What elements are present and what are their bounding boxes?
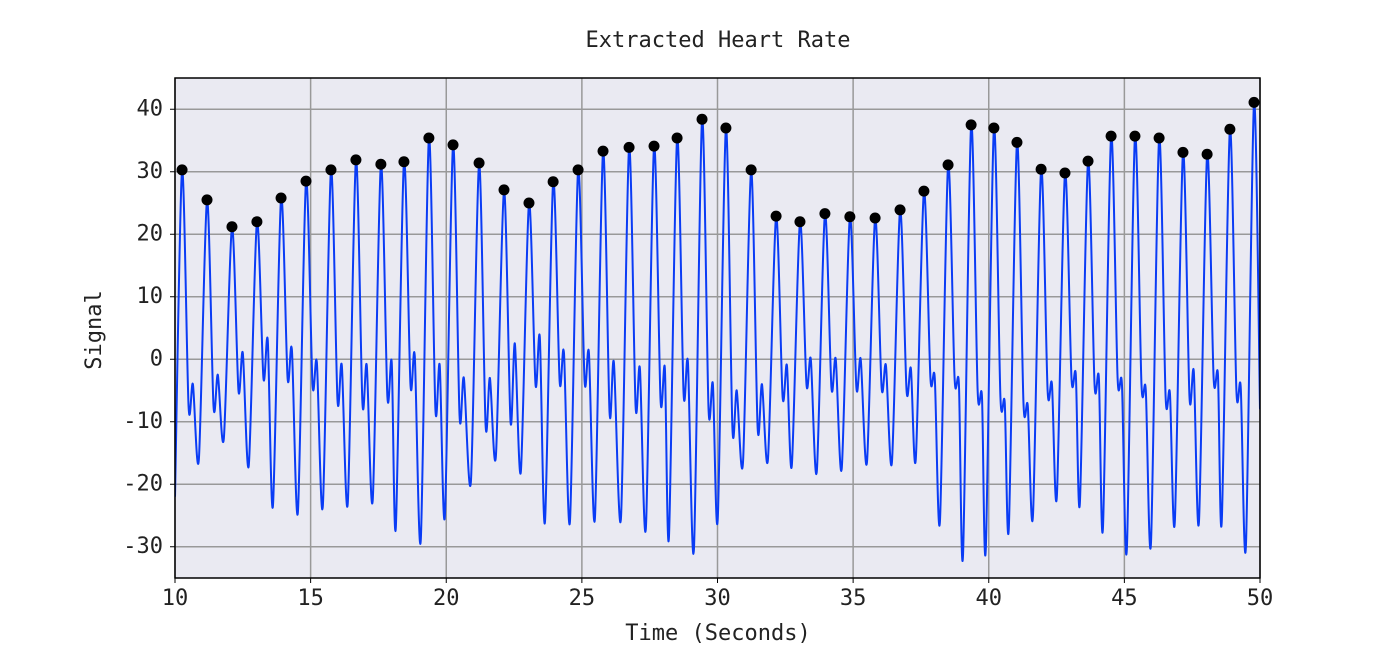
peak-marker — [1129, 130, 1141, 142]
peak-marker — [201, 194, 213, 206]
peak-marker — [942, 159, 954, 171]
peak-marker — [623, 141, 635, 153]
x-tick-label: 45 — [1111, 586, 1138, 611]
peak-marker — [350, 154, 362, 166]
peak-marker — [325, 164, 337, 176]
peak-marker — [819, 208, 831, 220]
peak-marker — [498, 184, 510, 196]
peak-marker — [398, 156, 410, 168]
peak-marker — [1153, 132, 1165, 144]
y-tick-label: 30 — [137, 159, 164, 184]
y-axis-label: Signal — [82, 290, 107, 369]
peak-marker — [671, 132, 683, 144]
x-tick-label: 30 — [704, 586, 731, 611]
peak-marker — [794, 216, 806, 228]
y-tick-label: 40 — [137, 96, 164, 121]
x-tick-label: 10 — [162, 586, 189, 611]
peak-marker — [300, 175, 312, 187]
peak-marker — [844, 211, 856, 223]
peak-marker — [1177, 146, 1189, 158]
x-tick-label: 15 — [297, 586, 324, 611]
peak-marker — [720, 122, 732, 134]
peak-marker — [965, 119, 977, 131]
peak-marker — [473, 157, 485, 169]
peak-marker — [447, 139, 459, 151]
x-tick-label: 20 — [433, 586, 460, 611]
x-axis-label: Time (Seconds) — [625, 621, 810, 646]
peak-marker — [988, 122, 1000, 134]
y-tick-label: -20 — [123, 471, 163, 496]
peak-marker — [226, 221, 238, 233]
peak-marker — [597, 145, 609, 157]
peak-marker — [745, 164, 757, 176]
peak-marker — [176, 164, 188, 176]
peak-marker — [1011, 136, 1023, 148]
y-tick-label: -10 — [123, 409, 163, 434]
peak-marker — [894, 204, 906, 216]
plot-frame — [174, 77, 1261, 579]
peak-marker — [251, 216, 263, 228]
peak-marker — [918, 185, 930, 197]
x-tick-label: 25 — [569, 586, 596, 611]
peak-marker — [275, 192, 287, 204]
peak-marker — [1201, 148, 1213, 160]
y-tick-label: -30 — [123, 534, 163, 559]
y-tick-label: 20 — [137, 221, 164, 246]
peak-marker — [547, 176, 559, 188]
y-tick-label: 10 — [137, 284, 164, 309]
peak-marker — [1248, 96, 1260, 108]
peak-marker — [770, 210, 782, 222]
peak-marker — [1059, 167, 1071, 179]
x-tick-label: 50 — [1247, 586, 1274, 611]
y-tick-label: 0 — [150, 346, 163, 371]
peak-marker — [1082, 155, 1094, 167]
peak-marker — [1035, 163, 1047, 175]
peak-marker — [696, 113, 708, 125]
x-tick-label: 35 — [840, 586, 867, 611]
peak-marker — [572, 164, 584, 176]
peak-marker — [869, 212, 881, 224]
peak-marker — [648, 140, 660, 152]
peak-marker — [523, 197, 535, 209]
signal-line — [175, 100, 1260, 562]
peak-marker — [1224, 123, 1236, 135]
x-tick-label: 40 — [976, 586, 1003, 611]
peak-marker — [1105, 130, 1117, 142]
peak-marker — [375, 158, 387, 170]
chart-title: Extracted Heart Rate — [586, 28, 851, 53]
peak-marker — [423, 132, 435, 144]
